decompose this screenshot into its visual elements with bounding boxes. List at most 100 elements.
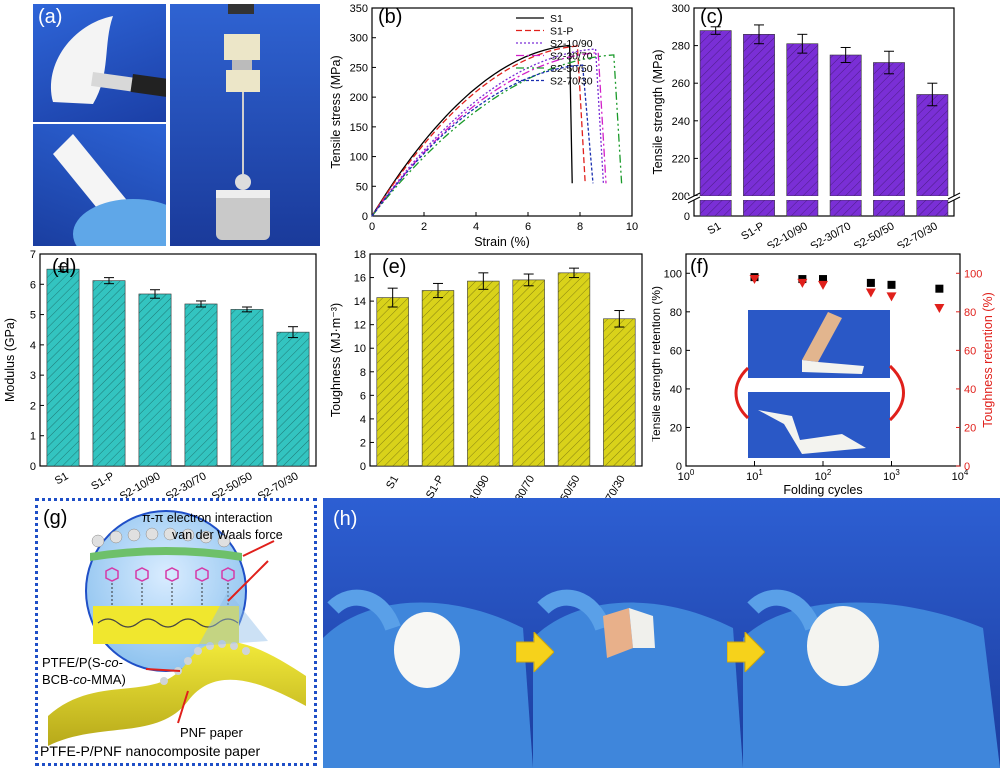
bar-S2-70/30 [276,331,310,467]
marker-toughness [797,278,808,288]
series-line-S2-10/90 [371,48,605,217]
y-tick-label: 4 [30,340,36,352]
x-tick-label: S1 [384,474,401,492]
arrow-icon-2 [727,632,765,672]
x-tick-label: 6 [525,221,531,233]
chart-e: 0 2 4 6 8 10 12 14 16 18 S1 S1-P S2-10/90 S2-30/70 S2-… [322,248,652,518]
label-b: (b) [378,6,403,28]
x-tick-label: 103 [883,468,900,483]
y-tick-label: 20 [670,422,682,434]
bar-S2-70/30 [603,318,636,467]
y-tick-label: 5 [30,310,36,322]
axis-break-mark [687,192,701,200]
schematic-g: (g) π-π electron interaction van der Waa… [35,498,317,766]
x-tick-label: 102 [815,468,832,483]
bar-lower-S1-P [743,199,775,217]
bar-S2-10/90 [138,293,172,467]
inset-paper-folded [802,312,842,362]
arrow-icon-1 [516,632,554,672]
axis-break-gap [688,196,962,200]
y-tick-label: 3 [30,370,36,382]
inset-paper [802,360,864,374]
y-tick-label: 80 [670,307,682,319]
x-tick-label: S2-50/50 [550,474,583,499]
x-tick-label: S2-10/90 [118,470,163,498]
y-tick-label: 7 [30,249,36,261]
x-tick-label: S2-70/30 [895,220,940,248]
marker-toughness [749,275,760,285]
y-tick-label: 250 [350,62,368,74]
y-axis-label: Toughness (MJ·m⁻³) [329,303,343,417]
plot-frame [371,7,633,217]
axis-break-mark [947,192,961,200]
marker-toughness [818,280,828,290]
legend-label: S1-P [550,26,573,38]
inset-paper-unfolded [758,410,866,454]
y-tick-label: 0 [30,461,36,473]
x-tick-label: S2-70/30 [256,470,301,498]
bar-S1-P [743,34,775,197]
y-tick-label: 280 [672,41,690,53]
y-tick-label: 12 [354,320,366,332]
chart-b: 0 2 4 6 8 10 0 50 100 150 200 250 300 350 Strain (%) Te… [320,0,642,253]
legend-label: S2-70/30 [550,76,593,88]
y-tick-label: 6 [30,279,36,291]
bar-S1 [376,297,409,467]
bar-S1 [46,268,80,467]
y-tick-label: 0 [362,211,368,223]
legend-label: S2-30/70 [550,51,593,63]
series-line-S2-70/30 [371,64,594,217]
y-tick-label: 2 [30,400,36,412]
bar-lower-S2-10/90 [786,199,819,217]
bar-lower-S2-70/30 [916,199,949,217]
x-tick-label: S1 [53,470,71,487]
y-tick-label: 240 [672,116,690,128]
y-tick-label: 200 [350,92,368,104]
bar-S2-70/30 [916,94,949,197]
legend-label: S2-10/90 [550,38,593,50]
x-tick-label: S2-50/50 [852,220,897,248]
y-tick-label-right: 80 [964,307,976,319]
y-tick-label-right: 20 [964,422,976,434]
y-tick-label: 16 [354,273,366,285]
x-tick-label: 2 [421,221,427,233]
y-tick-label: 100 [350,152,368,164]
text-pi-pi: π-π electron interaction [142,511,273,525]
cycle-arrow-icon [888,364,905,422]
x-tick-label: 10 [626,221,638,233]
bar-S2-30/70 [184,303,218,467]
bar-S2-50/50 [557,272,591,467]
y-tick-label: 0 [360,461,366,473]
bar-S1-P [92,280,126,467]
label-g: (g) [43,507,68,529]
y-tick-label: 6 [360,390,366,402]
x-tick-label: S2-30/70 [808,220,853,248]
chart-f: 100 101 102 103 104 0 0 20 20 40 40 60 60 80 80 100 100 F… [649,248,1000,503]
y-axis-label: Tensile strength (MPa) [651,49,665,174]
marker-toughness [865,288,876,298]
photo-a-rolled-paper [33,124,166,246]
y-tick-label: 260 [672,78,690,90]
bar-S2-30/70 [512,279,545,467]
photo-h-folded [533,498,743,768]
y-axis-label: Modulus (GPa) [3,318,17,402]
y-axis-label: Tensile stress (MPa) [329,55,343,168]
y-axis-label-right: Toughness retention (%) [981,292,995,428]
x-axis-label: Strain (%) [474,235,530,248]
bar-S2-30/70 [829,54,862,197]
y-tick-label: 0 [684,211,690,223]
plot-frame [39,253,317,467]
photo-h-flat-disc [323,498,533,768]
y-tick-label-right: 0 [964,461,970,473]
label-e: (e) [382,256,407,278]
x-tick-label: 0 [369,221,375,233]
label-a: (a) [38,6,63,28]
label-f: (f) [690,256,709,278]
x-tick-label: S2-50/50 [210,470,255,498]
bar-lower-S2-30/70 [829,199,862,217]
bar-S1 [699,30,732,197]
y-tick-label-right: 60 [964,345,976,357]
plot-frame [693,7,955,217]
y-tick-label: 50 [356,181,368,193]
series-line-S1-P [371,45,586,217]
